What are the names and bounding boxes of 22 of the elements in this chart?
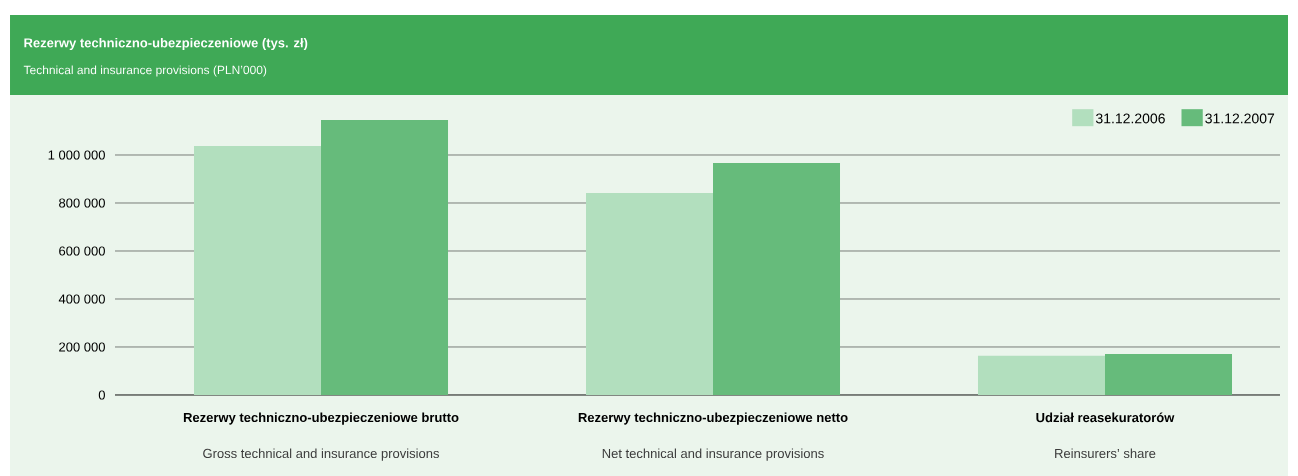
bar — [713, 162, 841, 395]
y-tick-label: 600 000 — [59, 246, 105, 256]
chart-title: Rezerwy techniczno-ubezpieczeniowe (tys. zł) — [24, 37, 308, 51]
bar — [321, 119, 449, 395]
bar — [585, 192, 713, 395]
bar — [1105, 353, 1233, 395]
x-tick-label: Udział reasekuratorów — [1036, 412, 1175, 423]
chart-subtitle: Technical and insurance provisions (PLN’000) — [23, 65, 267, 77]
text: Reinsurers’ share — [1055, 448, 1156, 459]
text: Gross technical and insurance provisions — [203, 448, 439, 461]
y-tick-label: 400 000 — [58, 294, 105, 304]
y-tick-label: 200 000 — [59, 342, 105, 352]
y-tick-label: 1 000 000 — [48, 150, 105, 160]
bar — [194, 146, 322, 395]
y-tick-label: 0 — [98, 390, 105, 400]
bar — [977, 355, 1105, 395]
y-tick-label: 800 000 — [59, 198, 105, 208]
x-tick-label: Rezerwy techniczno-ubezpieczeniowe brutto — [183, 412, 459, 425]
text: Net technical and insurance provisions — [602, 448, 824, 461]
x-tick-label: Rezerwy techniczno-ubezpieczeniowe netto — [578, 412, 848, 425]
legend-label: 31.12.2006 — [1095, 113, 1165, 124]
legend-label: 31.12.2007 — [1205, 113, 1275, 124]
